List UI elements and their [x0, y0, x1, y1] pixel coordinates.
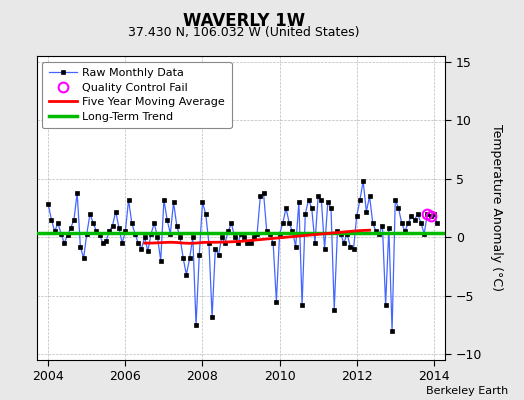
Five Year Moving Average: [341, 230, 347, 234]
Five Year Moving Average: [167, 240, 173, 245]
Five Year Moving Average: [141, 241, 148, 246]
Five Year Moving Average: [277, 236, 283, 240]
Text: 37.430 N, 106.032 W (United States): 37.430 N, 106.032 W (United States): [128, 26, 359, 39]
Five Year Moving Average: [264, 236, 270, 241]
Five Year Moving Average: [161, 240, 167, 245]
Five Year Moving Average: [347, 229, 353, 234]
Five Year Moving Average: [270, 236, 276, 241]
Five Year Moving Average: [251, 238, 257, 242]
Five Year Moving Average: [354, 228, 360, 233]
Five Year Moving Average: [187, 241, 193, 246]
Y-axis label: Temperature Anomaly (°C): Temperature Anomaly (°C): [490, 124, 503, 292]
Five Year Moving Average: [219, 240, 225, 244]
Five Year Moving Average: [148, 241, 154, 246]
Five Year Moving Average: [180, 241, 187, 246]
Raw Monthly Data: [434, 221, 440, 226]
Raw Monthly Data: [411, 217, 418, 222]
Five Year Moving Average: [302, 233, 309, 238]
Five Year Moving Average: [238, 239, 244, 244]
Five Year Moving Average: [360, 228, 366, 233]
Five Year Moving Average: [155, 240, 161, 245]
Five Year Moving Average: [334, 230, 341, 235]
Raw Monthly Data: [257, 194, 264, 199]
Five Year Moving Average: [206, 240, 212, 245]
Five Year Moving Average: [309, 232, 315, 237]
Raw Monthly Data: [360, 179, 366, 184]
Raw Monthly Data: [428, 214, 434, 218]
Legend: Raw Monthly Data, Quality Control Fail, Five Year Moving Average, Long-Term Tren: Raw Monthly Data, Quality Control Fail, …: [42, 62, 232, 128]
Five Year Moving Average: [232, 239, 238, 244]
Raw Monthly Data: [45, 202, 51, 207]
Raw Monthly Data: [389, 328, 395, 333]
Five Year Moving Average: [199, 240, 205, 245]
Five Year Moving Average: [366, 228, 373, 233]
Raw Monthly Data: [170, 200, 177, 204]
Five Year Moving Average: [193, 241, 199, 246]
Raw Monthly Data: [135, 241, 141, 246]
Five Year Moving Average: [225, 240, 231, 244]
Line: Raw Monthly Data: Raw Monthly Data: [47, 179, 439, 332]
Five Year Moving Average: [289, 234, 296, 239]
Five Year Moving Average: [173, 240, 180, 245]
Text: Berkeley Earth: Berkeley Earth: [426, 386, 508, 396]
Five Year Moving Average: [244, 238, 250, 243]
Five Year Moving Average: [321, 231, 328, 236]
Five Year Moving Average: [283, 235, 289, 240]
Five Year Moving Average: [296, 234, 302, 238]
Text: WAVERLY 1W: WAVERLY 1W: [182, 12, 305, 30]
Raw Monthly Data: [292, 244, 299, 249]
Five Year Moving Average: [257, 237, 264, 242]
Five Year Moving Average: [212, 240, 219, 245]
Five Year Moving Average: [328, 231, 334, 236]
Line: Five Year Moving Average: Five Year Moving Average: [145, 230, 369, 243]
Five Year Moving Average: [315, 232, 321, 237]
